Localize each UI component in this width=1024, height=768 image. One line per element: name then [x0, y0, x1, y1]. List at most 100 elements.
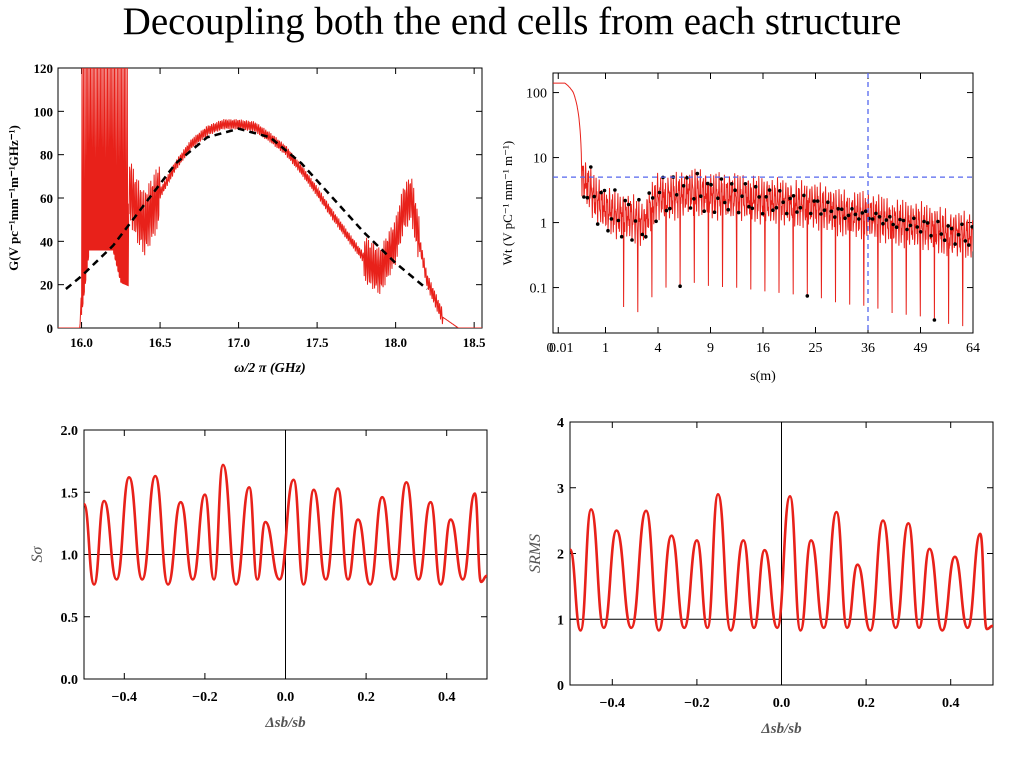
data-point [894, 225, 899, 229]
data-point [657, 190, 662, 195]
data-point [860, 211, 865, 215]
data-point [760, 211, 765, 216]
data-point [881, 221, 885, 226]
data-point [891, 222, 895, 227]
data-point [774, 205, 779, 210]
data-point [585, 195, 590, 200]
data-point [922, 219, 926, 224]
data-point [613, 188, 617, 192]
series-s [84, 463, 487, 586]
data-point [726, 207, 731, 212]
data-point [753, 184, 758, 189]
data-point [808, 211, 813, 216]
data-point [960, 222, 964, 227]
y-tick-label: 120 [34, 61, 54, 76]
data-point [685, 176, 689, 180]
data-point [644, 234, 648, 239]
x-tick-label: 16.0 [70, 335, 93, 350]
data-point [647, 191, 651, 195]
x-tick-label: 0.4 [438, 690, 456, 705]
data-point [736, 210, 741, 215]
data-point [805, 294, 810, 298]
data-point [582, 195, 586, 199]
y-tick-label: 1.5 [61, 486, 79, 501]
data-point [750, 206, 755, 211]
data-point [589, 165, 593, 169]
data-point [743, 182, 748, 186]
y-tick-label: 40 [40, 234, 53, 249]
y-tick-label: 0 [557, 679, 564, 694]
data-point [932, 318, 937, 322]
y-tick-label: 0.1 [530, 282, 548, 297]
data-point [829, 209, 834, 214]
x-tick-label: 17.5 [306, 335, 329, 350]
data-point [592, 194, 596, 199]
data-point [853, 212, 858, 217]
data-point [757, 195, 761, 199]
x-axis-label: Δsb/sb [760, 721, 802, 737]
data-point [949, 226, 954, 231]
data-point [798, 205, 803, 210]
data-point [826, 200, 830, 204]
data-point [839, 207, 844, 211]
y-tick-label: 0 [47, 321, 54, 336]
y-tick-label: 2.0 [61, 424, 79, 439]
data-point [846, 213, 851, 218]
data-point [688, 206, 693, 210]
data-point [836, 207, 840, 211]
data-point [599, 190, 603, 195]
data-point [963, 239, 968, 243]
data-point [747, 204, 751, 209]
x-axis-label: s(m) [750, 369, 776, 384]
x-tick-label: 0.0 [277, 690, 295, 705]
y-tick-label: 100 [34, 104, 54, 119]
data-point [936, 219, 940, 224]
x-tick-label: 49 [914, 341, 928, 356]
data-point [692, 197, 696, 201]
data-point [681, 184, 686, 188]
data-point [939, 232, 944, 236]
data-point [884, 218, 889, 222]
x-tick-label: 25 [809, 341, 823, 356]
x-tick-label: 16 [756, 341, 770, 356]
data-point [908, 223, 913, 228]
data-point [602, 188, 607, 193]
x-tick-label: −0.4 [600, 696, 625, 711]
x-tick-label: 4 [655, 341, 662, 356]
data-point [733, 188, 737, 192]
x-tick-label: 0.4 [942, 696, 960, 711]
data-point [723, 200, 727, 205]
data-point [595, 222, 600, 226]
data-point [915, 225, 920, 229]
data-point [702, 209, 706, 213]
data-point [925, 221, 930, 225]
x-tick-label: 0 [547, 341, 554, 356]
x-tick-label: 16.5 [149, 335, 172, 350]
x-tick-label: 18.0 [384, 335, 407, 350]
x-tick-label: 18.5 [463, 335, 486, 350]
data-point [650, 196, 655, 200]
data-point [905, 227, 909, 232]
data-point [771, 208, 775, 212]
data-point [812, 199, 816, 203]
data-point [788, 196, 792, 201]
y-tick-label: 1 [557, 613, 564, 628]
y-tick-label: 3 [557, 482, 564, 497]
data-point [888, 214, 892, 219]
x-axis-label: ω/2 π (GHz) [234, 361, 305, 376]
x-tick-label: 64 [966, 341, 980, 356]
data-point [822, 208, 827, 212]
y-tick-label: 10 [533, 152, 547, 167]
data-point [781, 200, 785, 204]
y-tick-label: 60 [40, 191, 53, 206]
data-point [764, 195, 768, 199]
data-point [705, 181, 710, 186]
series-s [570, 492, 993, 632]
data-point [863, 209, 868, 213]
data-point [819, 212, 823, 216]
y-axis-label: Wt (V pC⁻¹ mm⁻¹ m⁻¹) [500, 141, 515, 265]
y-axis-label: G(V pc⁻¹mm⁻¹m⁻¹GHz⁻¹) [6, 125, 21, 271]
series-wake-points [582, 165, 973, 322]
x-axis-label: Δsb/sb [264, 715, 306, 731]
